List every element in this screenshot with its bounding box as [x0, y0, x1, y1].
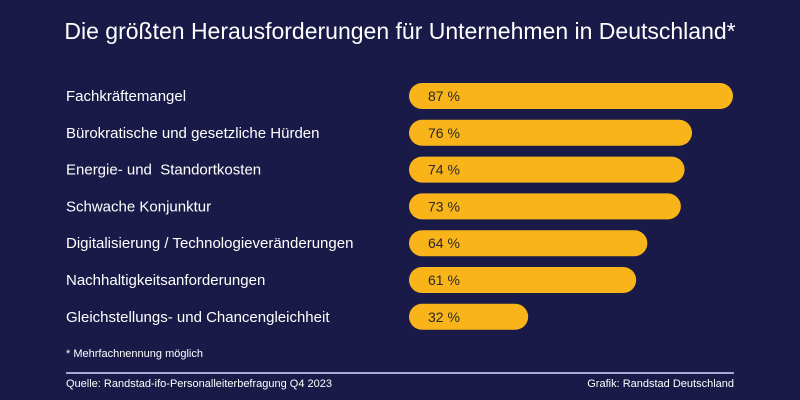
value-label: 64 % — [428, 235, 460, 251]
category-label: Digitalisierung / Technologieveränderung… — [66, 235, 353, 252]
value-label: 73 % — [428, 198, 460, 214]
bar — [409, 119, 693, 146]
value-label: 61 % — [428, 272, 460, 288]
chart-title: Die größten Herausforderungen für Untern… — [64, 18, 736, 44]
divider — [66, 372, 734, 374]
value-label: 76 % — [428, 125, 460, 141]
value-label: 74 % — [428, 162, 460, 178]
category-label: Energie- und Standortkosten — [66, 162, 261, 179]
bar — [409, 83, 733, 109]
bar — [409, 267, 637, 293]
category-label: Nachhaltigkeitsanforderungen — [66, 272, 265, 289]
category-label: Fachkräftemangel — [66, 88, 186, 105]
category-label: Gleichstellungs- und Chancengleichheit — [66, 309, 330, 326]
bar — [409, 193, 681, 220]
bar — [409, 156, 685, 183]
category-label: Bürokratische und gesetzliche Hürden — [66, 125, 319, 142]
bar — [409, 303, 529, 330]
source-note: Quelle: Randstad-ifo-Personalleiterbefra… — [66, 378, 332, 390]
credit-note: Grafik: Randstad Deutschland — [587, 378, 734, 390]
footnote: * Mehrfachnennung möglich — [66, 348, 203, 360]
value-label: 32 % — [428, 309, 460, 325]
category-label: Schwache Konjunktur — [66, 198, 211, 215]
value-label: 87 % — [428, 88, 460, 104]
bar — [409, 230, 648, 257]
